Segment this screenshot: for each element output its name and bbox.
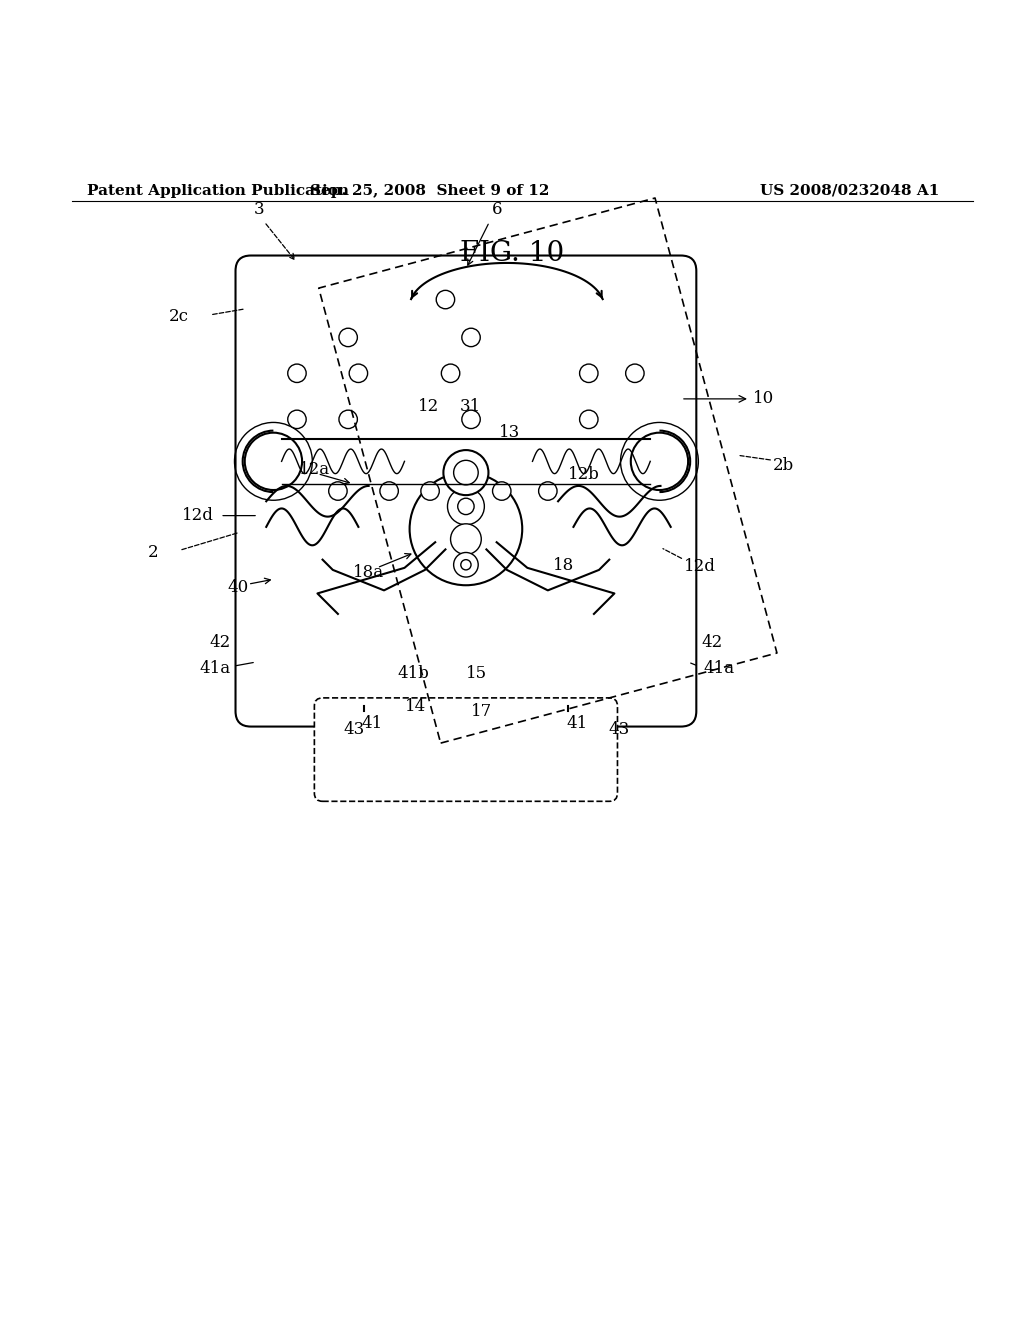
Circle shape <box>631 433 688 490</box>
Text: 18a: 18a <box>353 565 384 581</box>
Text: 12b: 12b <box>568 466 600 483</box>
Text: 18: 18 <box>553 557 574 574</box>
Text: Patent Application Publication: Patent Application Publication <box>87 183 349 198</box>
Text: 2: 2 <box>148 544 159 561</box>
Text: 12d: 12d <box>182 507 214 524</box>
Circle shape <box>288 364 306 383</box>
Text: 2b: 2b <box>773 457 795 474</box>
Text: 6: 6 <box>492 201 502 218</box>
Circle shape <box>626 364 644 383</box>
Text: 43: 43 <box>608 721 630 738</box>
Circle shape <box>349 364 368 383</box>
Text: 17: 17 <box>471 702 493 719</box>
Circle shape <box>339 329 357 347</box>
Text: Sep. 25, 2008  Sheet 9 of 12: Sep. 25, 2008 Sheet 9 of 12 <box>310 183 550 198</box>
Circle shape <box>580 364 598 383</box>
Text: 43: 43 <box>343 721 365 738</box>
Text: 12a: 12a <box>299 461 330 478</box>
Circle shape <box>329 482 347 500</box>
Circle shape <box>245 433 302 490</box>
Text: 12d: 12d <box>684 558 716 576</box>
Text: 41a: 41a <box>703 660 734 677</box>
Circle shape <box>454 553 478 577</box>
Text: 12: 12 <box>418 397 439 414</box>
Circle shape <box>410 473 522 585</box>
Text: 41: 41 <box>566 715 588 733</box>
Circle shape <box>451 524 481 554</box>
Text: 41a: 41a <box>200 660 230 677</box>
Text: US 2008/0232048 A1: US 2008/0232048 A1 <box>760 183 940 198</box>
FancyBboxPatch shape <box>236 256 696 726</box>
Circle shape <box>380 482 398 500</box>
Circle shape <box>339 411 357 429</box>
Circle shape <box>462 411 480 429</box>
Text: 3: 3 <box>254 201 264 218</box>
Text: 13: 13 <box>499 424 520 441</box>
Circle shape <box>436 290 455 309</box>
Text: 31: 31 <box>460 397 481 414</box>
Text: 40: 40 <box>227 578 249 595</box>
Circle shape <box>443 450 488 495</box>
Circle shape <box>458 498 474 515</box>
Circle shape <box>288 411 306 429</box>
Text: 42: 42 <box>701 634 723 651</box>
Circle shape <box>454 461 478 484</box>
Text: 41b: 41b <box>397 665 429 682</box>
Text: 10: 10 <box>684 391 774 408</box>
Text: 42: 42 <box>210 634 231 651</box>
Text: 15: 15 <box>466 665 487 682</box>
Circle shape <box>441 364 460 383</box>
Text: 14: 14 <box>404 697 426 714</box>
Circle shape <box>462 329 480 347</box>
Circle shape <box>447 488 484 525</box>
Circle shape <box>539 482 557 500</box>
Circle shape <box>493 482 511 500</box>
Text: FIG. 10: FIG. 10 <box>460 240 564 267</box>
Circle shape <box>580 411 598 429</box>
Circle shape <box>461 560 471 570</box>
Text: 2c: 2c <box>169 309 189 326</box>
Circle shape <box>421 482 439 500</box>
Text: 41: 41 <box>361 715 383 733</box>
FancyBboxPatch shape <box>314 698 617 801</box>
